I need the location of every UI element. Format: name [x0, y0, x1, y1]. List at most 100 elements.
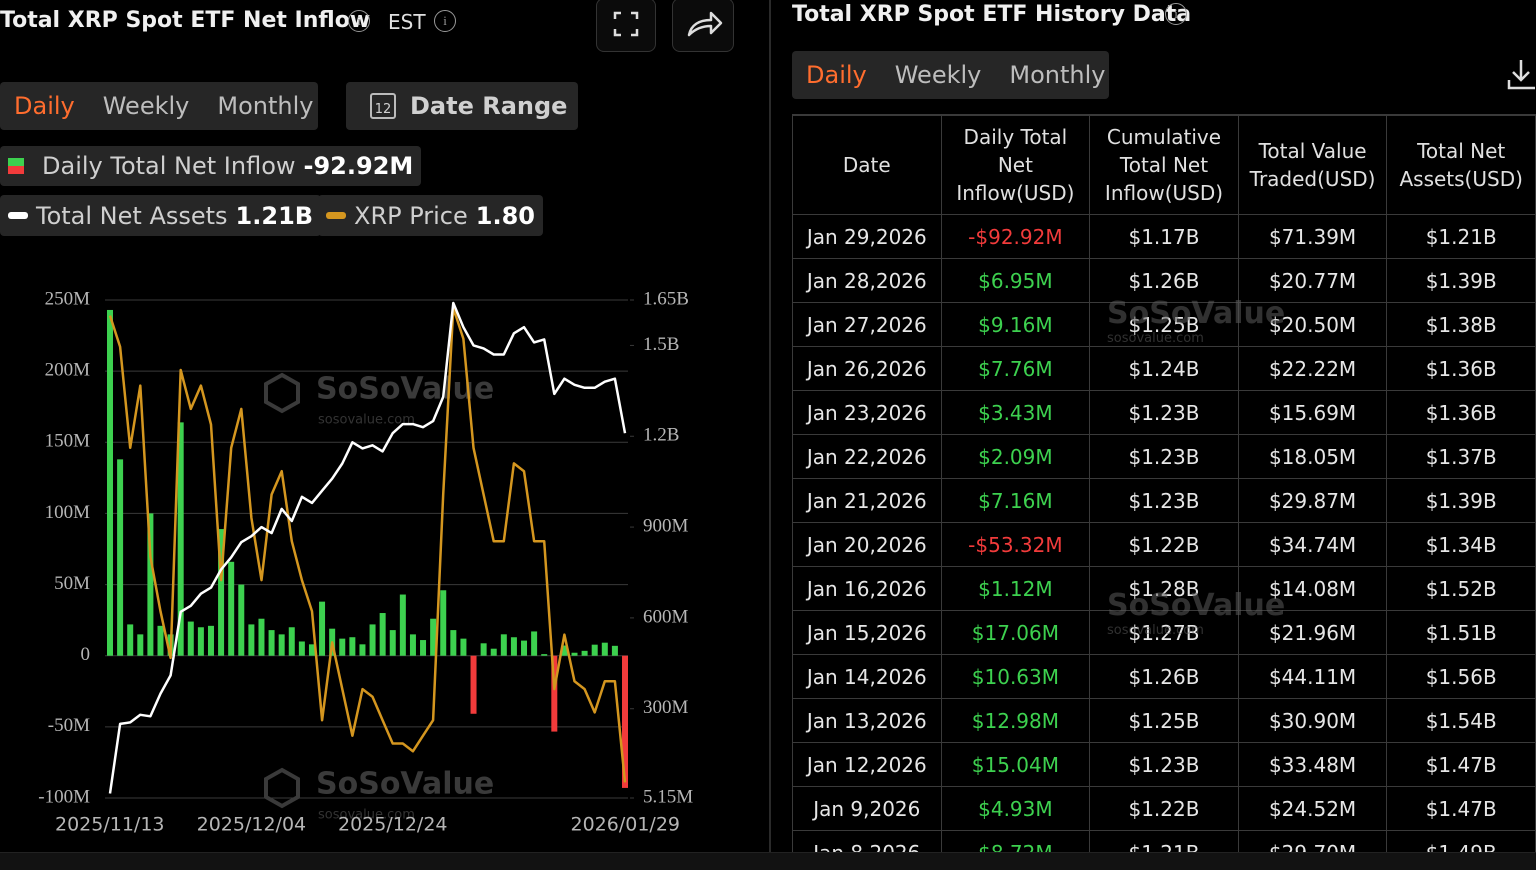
- legend-item[interactable]: Daily Total Net Inflow -92.92M: [0, 146, 422, 186]
- table-cell: -$92.92M: [940, 214, 1091, 259]
- table-cell: $71.39M: [1237, 214, 1388, 259]
- info-icon[interactable]: i: [434, 10, 456, 32]
- date-range-button[interactable]: 12 Date Range: [346, 82, 578, 130]
- bar: [298, 641, 305, 656]
- table-cell: $33.48M: [1237, 742, 1388, 787]
- bar: [571, 652, 578, 656]
- header-row: Date Daily Total Net Inflow(USD) Cumulativ…: [792, 114, 1536, 215]
- legend-item[interactable]: Total Net Assets 1.21B: [0, 195, 322, 236]
- table-cell: $1.26B: [1089, 258, 1239, 303]
- table-cell: $1.24B: [1089, 346, 1239, 391]
- tab[interactable]: Daily: [14, 92, 75, 120]
- table-cell: $12.98M: [940, 698, 1091, 743]
- fullscreen-button[interactable]: [596, 0, 656, 52]
- line: [108, 301, 627, 794]
- legend-value: 1.21B: [235, 201, 314, 230]
- bar: [510, 637, 517, 656]
- table-cell: $1.28B: [1089, 566, 1239, 611]
- y2-tick-label: 600M: [643, 606, 689, 627]
- watermark: SoSoValue sosovalue.com: [1055, 296, 1285, 346]
- bar: [531, 631, 538, 656]
- y-tick-label: 200M: [45, 360, 91, 381]
- watermark: SoSoValue sosovalue.com: [1055, 588, 1285, 638]
- watermark-url: sosovalue.com: [1107, 623, 1204, 638]
- column-header: Total Value Traded(USD): [1237, 114, 1388, 215]
- table-cell: $1.38B: [1386, 302, 1536, 347]
- table-cell: $17.06M: [940, 610, 1091, 655]
- table-cell: $18.05M: [1237, 434, 1388, 479]
- table-cell: $44.11M: [1237, 654, 1388, 699]
- table-cell: $1.39B: [1386, 258, 1536, 303]
- table-cell: $1.25B: [1089, 698, 1239, 743]
- bar: [500, 634, 507, 656]
- column-header: Total Net Assets(USD): [1386, 114, 1536, 215]
- y-tick-label: 150M: [45, 431, 91, 452]
- bar: [339, 638, 346, 656]
- bar: [369, 624, 376, 656]
- legend-value: -92.92M: [303, 152, 414, 180]
- divider: [769, 0, 771, 852]
- info-icon[interactable]: i: [1165, 3, 1187, 25]
- table-row: Jan 27,2026 $9.16M $1.25B $20.50M $1.38B: [792, 302, 1536, 347]
- bar: [379, 613, 386, 656]
- tab[interactable]: Monthly: [1009, 61, 1106, 89]
- table-cell: Jan 13,2026: [792, 698, 942, 743]
- bar: [288, 627, 295, 656]
- table-cell: $1.23B: [1089, 742, 1239, 787]
- table-cell: $1.23B: [1089, 434, 1239, 479]
- table-cell: Jan 26,2026: [792, 346, 942, 391]
- period-tabs: Daily Weekly Monthly: [792, 51, 1109, 99]
- info-icon[interactable]: i: [348, 10, 370, 32]
- table-row: Jan 14,2026 $10.63M $1.26B $44.11M $1.56B: [792, 654, 1536, 699]
- tab[interactable]: Weekly: [102, 92, 190, 120]
- line: [108, 306, 627, 783]
- table-cell: Jan 21,2026: [792, 478, 942, 523]
- download-icon[interactable]: [1506, 58, 1536, 92]
- bar: [278, 634, 285, 656]
- bar: [470, 655, 477, 714]
- bar: [107, 309, 113, 656]
- bar: [611, 645, 618, 656]
- table-cell: $1.47B: [1386, 742, 1536, 787]
- table-row: Jan 21,2026 $7.16M $1.23B $29.87M $1.39B: [792, 478, 1536, 523]
- table-row: Jan 15,2026 $17.06M $1.27B $21.96M $1.51B: [792, 610, 1536, 655]
- tab[interactable]: Weekly: [894, 61, 982, 89]
- bar: [238, 584, 245, 656]
- watermark-brand: SoSoValue: [1107, 296, 1286, 331]
- legend-label: XRP Price: [354, 201, 468, 230]
- table-cell: $1.39B: [1386, 478, 1536, 523]
- table-cell: Jan 9,2026: [792, 786, 942, 831]
- timezone[interactable]: EST: [388, 10, 426, 34]
- legend-label: Total Net Assets: [36, 201, 228, 230]
- table-cell: $1.21B: [1089, 830, 1239, 852]
- table-cell: $1.49B: [1386, 830, 1536, 852]
- tab[interactable]: Monthly: [217, 92, 314, 120]
- table-cell: $1.23B: [1089, 478, 1239, 523]
- y2-tick-label: 900M: [643, 515, 689, 536]
- share-button[interactable]: [672, 0, 734, 52]
- bar: [177, 422, 184, 656]
- table-cell: $1.22B: [1089, 522, 1239, 567]
- table-cell: $9.16M: [940, 302, 1091, 347]
- bar: [228, 561, 235, 656]
- column-header: Date: [792, 114, 942, 215]
- table-row: Jan 23,2026 $3.43M $1.23B $15.69M $1.36B: [792, 390, 1536, 435]
- table-row: Jan 22,2026 $2.09M $1.23B $18.05M $1.37B: [792, 434, 1536, 479]
- bar: [480, 643, 487, 656]
- legend-swatch: [8, 158, 24, 174]
- legend-swatch: [8, 211, 28, 219]
- legend-value: 1.80: [475, 201, 535, 230]
- table-cell: Jan 27,2026: [792, 302, 942, 347]
- table-cell: $15.69M: [1237, 390, 1388, 435]
- column-header: Cumulative Total Net Inflow(USD): [1089, 114, 1239, 215]
- legend-item[interactable]: XRP Price 1.80: [318, 195, 543, 236]
- tab[interactable]: Daily: [806, 61, 867, 89]
- table-cell: $8.72M: [940, 830, 1091, 852]
- bar: [622, 655, 628, 788]
- period-tabs: Daily Weekly Monthly: [0, 82, 318, 130]
- bar: [409, 634, 416, 656]
- table-row: Jan 28,2026 $6.95M $1.26B $20.77M $1.39B: [792, 258, 1536, 303]
- bar: [389, 630, 396, 656]
- chart: SoSoValue sosovalue.com SoSoValue sosovalue…: [38, 288, 693, 835]
- table-cell: $1.22B: [1089, 786, 1239, 831]
